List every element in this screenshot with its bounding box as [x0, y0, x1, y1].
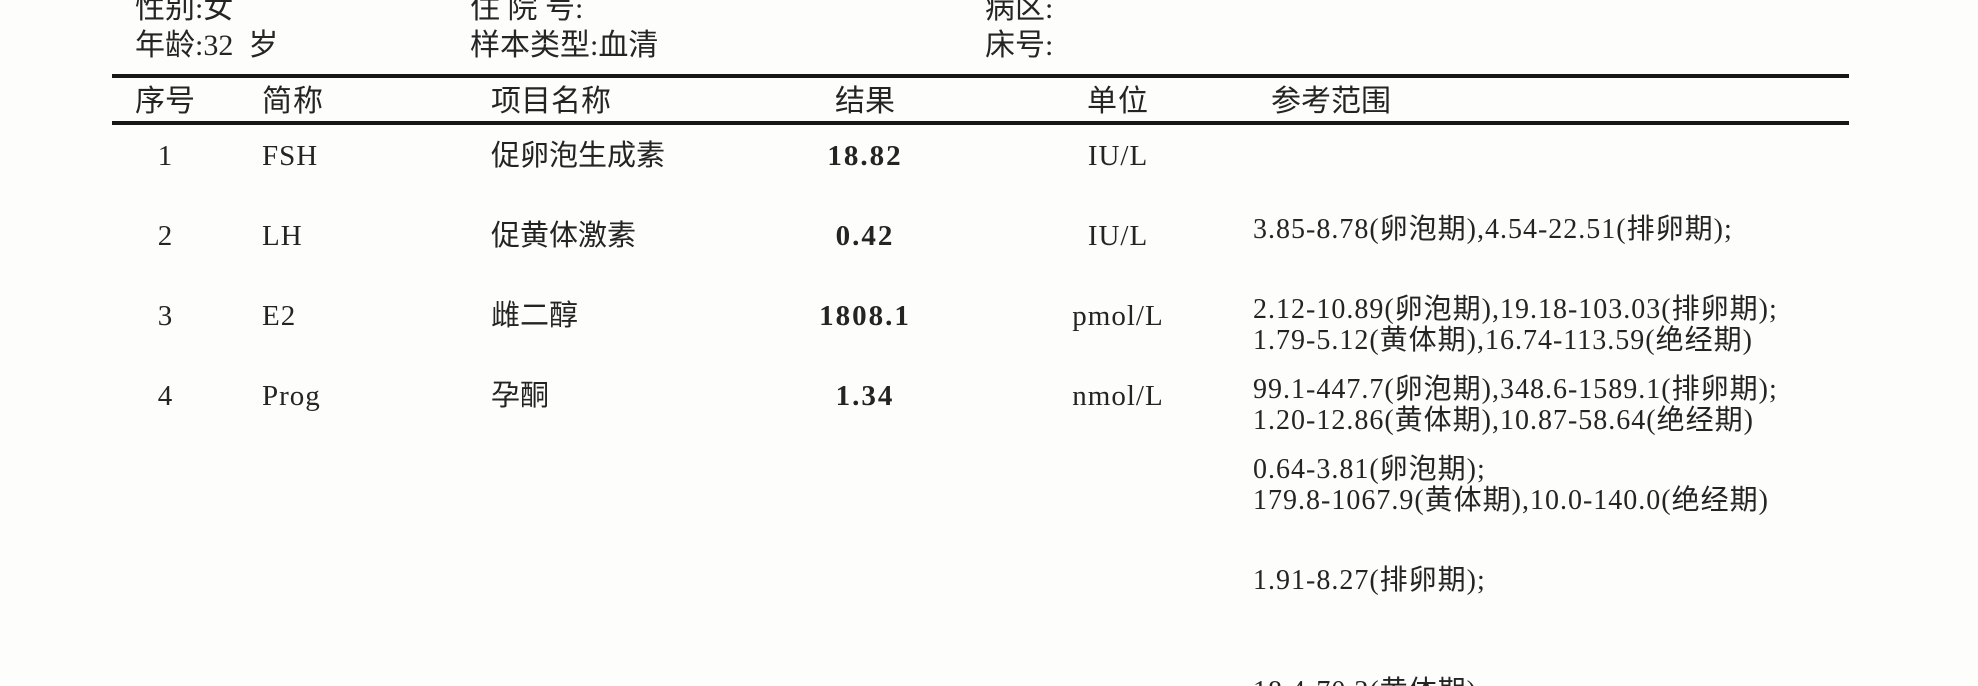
reference-line: 179.8-1067.9(黄体期),10.0-140.0(绝经期): [1253, 485, 1769, 516]
patient-age: 年龄:32 岁: [135, 29, 279, 62]
cell-reference: 3.85-8.78(卵泡期),4.54-22.51(排卵期); 1.79-5.1…: [1253, 138, 1963, 432]
reference-line: 1.91-8.27(排卵期);: [1253, 565, 1486, 596]
cell-name: 孕酮: [491, 380, 550, 412]
patient-bed-no: 床号:: [985, 29, 1054, 62]
patient-ward: 病区:: [985, 0, 1054, 25]
cell-unit: IU/L: [1087, 220, 1149, 252]
cell-result: 0.42: [835, 220, 895, 252]
cell-reference: 0.64-3.81(卵泡期); 1.91-8.27(排卵期); 18.4-70.…: [1253, 378, 1963, 686]
cell-seq: 4: [157, 380, 173, 412]
column-header-result: 结果: [835, 85, 895, 118]
patient-admission-no: 住 院 号:: [470, 0, 584, 25]
cell-seq: 2: [157, 220, 173, 252]
reference-line: 2.12-10.89(卵泡期),19.18-103.03(排卵期);: [1253, 294, 1778, 325]
column-header-abbr: 简称: [262, 85, 324, 118]
reference-line: 1.20-12.86(黄体期),10.87-58.64(绝经期): [1253, 405, 1754, 436]
reference-line: 18.4-70.2(黄体期);: [1253, 672, 1963, 686]
reference-line: 1.79-5.12(黄体期),16.74-113.59(绝经期): [1253, 325, 1753, 356]
column-header-seq: 序号: [135, 85, 195, 118]
cell-abbr: FSH: [262, 140, 319, 172]
cell-unit: nmol/L: [1072, 380, 1164, 412]
cell-unit: IU/L: [1087, 140, 1149, 172]
cell-name: 促黄体激素: [491, 220, 637, 252]
patient-sample-type: 样本类型:血清: [470, 29, 659, 62]
column-header-name: 项目名称: [491, 85, 611, 118]
cell-result: 1.34: [835, 380, 895, 412]
cell-result: 1808.1: [819, 300, 911, 332]
table-header-rule: [112, 121, 1849, 125]
cell-abbr: E2: [262, 300, 297, 332]
cell-name: 雌二醇: [491, 300, 579, 332]
column-header-unit: 单位: [1087, 85, 1149, 118]
cell-result: 18.82: [827, 140, 903, 172]
cell-reference: 2.12-10.89(卵泡期),19.18-103.03(排卵期); 1.20-…: [1253, 218, 1963, 512]
cell-abbr: LH: [262, 220, 303, 252]
cell-seq: 3: [157, 300, 173, 332]
reference-line: 0.64-3.81(卵泡期);: [1253, 454, 1486, 485]
cell-unit: pmol/L: [1072, 300, 1164, 332]
reference-line: 3.85-8.78(卵泡期),4.54-22.51(排卵期);: [1253, 214, 1733, 245]
table-top-rule: [112, 74, 1849, 78]
column-header-reference: 参考范围: [1271, 85, 1391, 118]
cell-reference: 99.1-447.7(卵泡期),348.6-1589.1(排卵期); 179.8…: [1253, 298, 1963, 592]
patient-gender: 性别:女: [135, 0, 234, 25]
reference-line: 99.1-447.7(卵泡期),348.6-1589.1(排卵期);: [1253, 374, 1778, 405]
cell-abbr: Prog: [262, 380, 321, 412]
cell-seq: 1: [157, 140, 173, 172]
cell-name: 促卵泡生成素: [491, 140, 666, 172]
